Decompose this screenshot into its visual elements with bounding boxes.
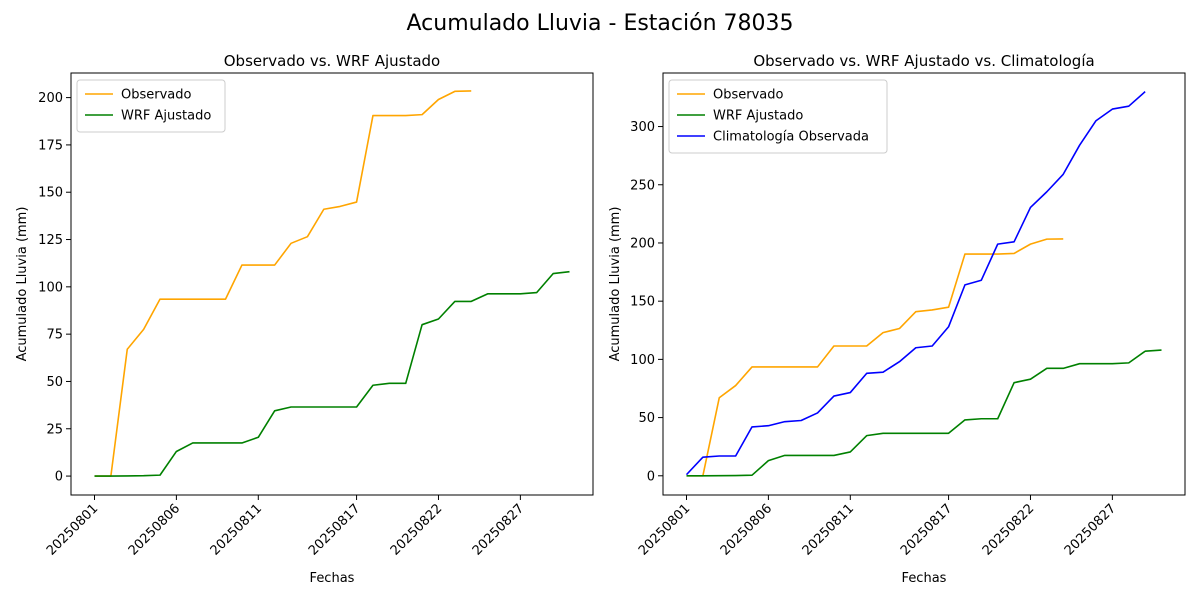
chart-right-ytick-label: 50 <box>638 411 655 426</box>
chart-left-y-label: Acumulado Lluvia (mm) <box>15 207 30 362</box>
chart-left-ytick-label: 25 <box>46 422 63 437</box>
chart-left-x-label: Fechas <box>310 571 355 586</box>
chart-right-series-observado <box>686 238 1064 477</box>
chart-right-ytick-label: 100 <box>630 353 655 368</box>
chart-right-ytick-label: 0 <box>647 469 655 484</box>
chart-left: Observado vs. WRF Ajustado Fechas Acumul… <box>15 52 594 586</box>
chart-left-xtick-label: 20250811 <box>208 501 265 558</box>
chart-left-ytick-label: 100 <box>38 280 63 295</box>
chart-left-plot-frame <box>70 72 594 496</box>
chart-right-series-climatologia-observada <box>685 91 1146 476</box>
chart-left-ytick-label: 75 <box>46 328 63 343</box>
chart-right-ytick-label: 200 <box>630 236 655 251</box>
chart-left-legend-box <box>76 79 226 133</box>
chart-right-plot-frame <box>662 72 1186 496</box>
chart-right-legend-label: WRF Ajustado <box>713 109 803 124</box>
chart-left-series-observado <box>94 90 472 477</box>
chart-right-ytick-label: 300 <box>630 120 655 135</box>
figure-title: Acumulado Lluvia - Estación 78035 <box>407 11 794 36</box>
chart-right-xtick-label: 20250822 <box>980 501 1037 558</box>
chart-left-xtick-label: 20250822 <box>388 501 445 558</box>
chart-right-legend-label: Climatología Observada <box>713 130 869 145</box>
chart-left-ytick-label: 0 <box>55 470 63 485</box>
chart-right: Observado vs. WRF Ajustado vs. Climatolo… <box>608 52 1186 586</box>
chart-right-xtick-label: 20250801 <box>636 501 693 558</box>
chart-left-legend-label: WRF Ajustado <box>121 109 211 124</box>
chart-left-ytick-label: 175 <box>38 138 63 153</box>
chart-right-xtick-label: 20250806 <box>718 501 775 558</box>
chart-left-ytick-label: 50 <box>46 375 63 390</box>
chart-right-ytick-label: 250 <box>630 178 655 193</box>
chart-right-xtick-label: 20250817 <box>898 501 955 558</box>
chart-left-legend-label: Observado <box>121 88 192 103</box>
chart-left-xtick-label: 20250817 <box>306 501 363 558</box>
chart-left-xtick-label: 20250801 <box>44 501 101 558</box>
chart-left-ytick-label: 150 <box>38 186 63 201</box>
chart-right-y-label: Acumulado Lluvia (mm) <box>608 207 623 362</box>
chart-right-x-label: Fechas <box>902 571 947 586</box>
chart-right-ytick-label: 150 <box>630 295 655 310</box>
chart-right-legend-label: Observado <box>713 88 784 103</box>
chart-left-series-wrf-ajustado <box>94 270 570 477</box>
chart-right-legend-box <box>668 79 888 154</box>
chart-right-legend: Observado WRF Ajustado Climatología Observ… <box>668 79 888 154</box>
chart-right-title: Observado vs. WRF Ajustado vs. Climatolo… <box>753 52 1094 70</box>
chart-left-xtick-label: 20250806 <box>126 501 183 558</box>
chart-left-xtick-label: 20250827 <box>470 501 527 558</box>
chart-right-xtick-label: 20250827 <box>1062 501 1119 558</box>
chart-left-ytick-label: 200 <box>38 91 63 106</box>
chart-left-title: Observado vs. WRF Ajustado <box>224 52 440 70</box>
chart-right-xtick-label: 20250811 <box>800 501 857 558</box>
chart-left-ytick-label: 125 <box>38 233 63 248</box>
chart-right-series-wrf-ajustado <box>686 349 1162 477</box>
chart-left-legend: Observado WRF Ajustado <box>76 79 226 133</box>
